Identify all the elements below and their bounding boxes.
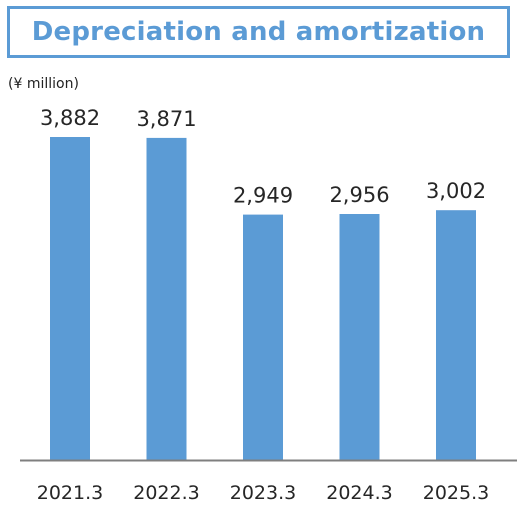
- bar-2022.3: [146, 137, 187, 460]
- bars-layer: [50, 137, 476, 460]
- bar-2023.3: [243, 214, 283, 460]
- unit-label: (¥ million): [8, 76, 79, 92]
- value-label-2023.3: 2,949: [233, 184, 293, 208]
- x-tick-label-2025.3: 2025.3: [423, 482, 489, 504]
- bar-2025.3: [436, 210, 476, 460]
- value-label-2022.3: 3,871: [136, 107, 196, 131]
- chart-title-box: Depreciation and amortization: [7, 6, 510, 58]
- chart-title: Depreciation and amortization: [31, 17, 486, 47]
- x-tick-labels-layer: 2021.3 2022.3 2023.3 2024.3 2025.3: [37, 482, 489, 504]
- bar-2021.3: [50, 137, 90, 460]
- value-label-2024.3: 2,956: [329, 183, 389, 207]
- x-tick-label-2023.3: 2023.3: [230, 482, 296, 504]
- value-labels-layer: 3,882 3,871 2,949 2,956 3,002: [40, 106, 486, 208]
- value-label-2021.3: 3,882: [40, 106, 100, 130]
- value-label-2025.3: 3,002: [426, 179, 486, 203]
- x-tick-label-2022.3: 2022.3: [133, 482, 199, 504]
- bar-2024.3: [339, 214, 380, 460]
- x-tick-label-2024.3: 2024.3: [326, 482, 392, 504]
- x-tick-label-2021.3: 2021.3: [37, 482, 103, 504]
